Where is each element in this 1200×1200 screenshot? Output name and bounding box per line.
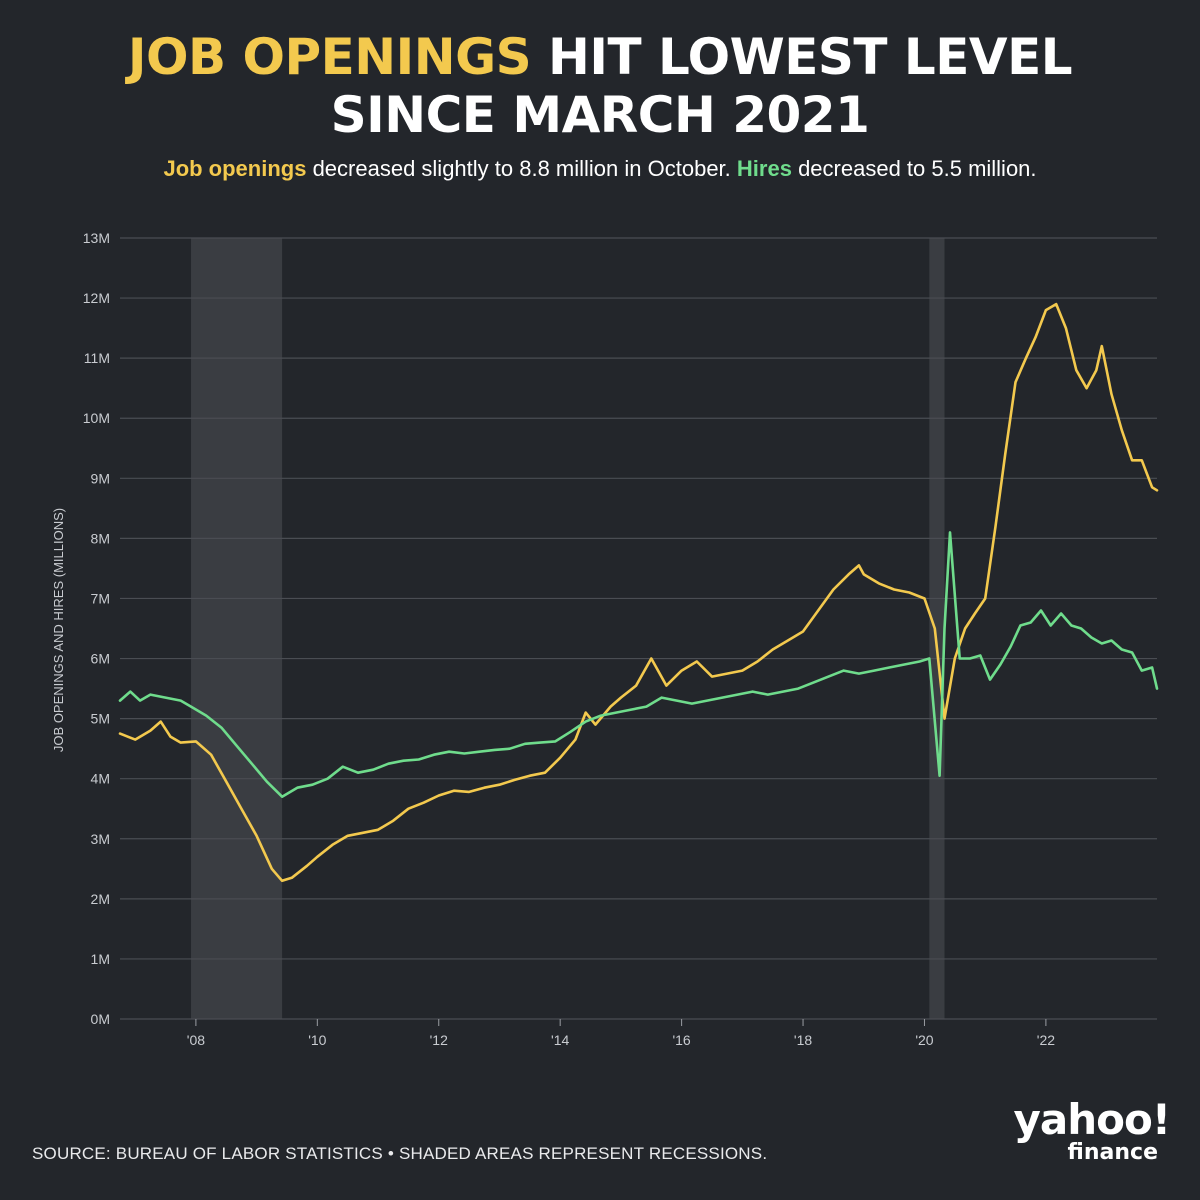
y-tick-label: 7M (91, 590, 110, 606)
series-lines (118, 302, 1159, 883)
y-tick-label: 12M (83, 290, 110, 306)
y-tick-label: 0M (91, 1011, 110, 1027)
y-tick-label: 13M (83, 230, 110, 246)
recession-band-2 (929, 238, 945, 1019)
y-tick-label: 1M (91, 951, 110, 967)
y-tick-label: 9M (91, 470, 110, 486)
x-tick-label: '12 (430, 1032, 448, 1048)
subtitle-openings-label: Job openings (163, 156, 307, 181)
x-tick-label: '14 (551, 1032, 569, 1048)
x-tick-label: '18 (794, 1032, 812, 1048)
y-tick-label: 6M (91, 651, 110, 667)
title-line2: SINCE MARCH 2021 (330, 86, 870, 144)
series-job-openings (118, 302, 1159, 883)
chart-subtitle: Job openings decreased slightly to 8.8 m… (0, 156, 1200, 182)
subtitle-end: decreased to 5.5 million. (791, 156, 1037, 181)
x-tick-label: '08 (187, 1032, 205, 1048)
title-highlight: JOB OPENINGS (127, 28, 532, 86)
y-tick-label: 5M (91, 711, 110, 727)
y-axis-ticks: 0M 1M 2M 3M 4M 5M 6M 7M 8M 9M 10M 11M 12M 13M (83, 230, 110, 1027)
logo-brand: yahoo! (1013, 1095, 1171, 1144)
source-note: SOURCE: BUREAU OF LABOR STATISTICS • SHA… (32, 1144, 768, 1163)
x-tick-label: '10 (308, 1032, 326, 1048)
series-hires (118, 531, 1159, 798)
subtitle-middle: decreased slightly to 8.8 million in Oct… (306, 156, 737, 181)
y-tick-label: 10M (83, 410, 110, 426)
x-tick-label: '20 (915, 1032, 933, 1048)
logo-sub: finance (1067, 1140, 1158, 1165)
recession-shading (191, 238, 945, 1019)
y-tick-label: 2M (91, 891, 110, 907)
y-tick-label: 8M (91, 530, 110, 546)
x-tick-label: '16 (672, 1032, 690, 1048)
recession-band-1 (191, 238, 283, 1019)
subtitle-hires-label: Hires (736, 156, 792, 181)
title-rest: HIT LOWEST LEVEL (531, 28, 1073, 86)
chart-title: JOB OPENINGS HIT LOWEST LEVEL SINCE MARC… (0, 28, 1200, 144)
y-axis-title: JOB OPENINGS AND HIRES (MILLIONS) (51, 508, 66, 752)
x-axis-ticks: '08 '10 '12 '14 '16 '18 '20 '22 (187, 1019, 1055, 1048)
y-tick-label: 4M (91, 771, 110, 787)
y-tick-label: 11M (84, 350, 110, 366)
x-tick-label: '22 (1037, 1032, 1055, 1048)
y-tick-label: 3M (91, 831, 110, 847)
yahoo-finance-logo: yahoo! finance (990, 1095, 1171, 1165)
